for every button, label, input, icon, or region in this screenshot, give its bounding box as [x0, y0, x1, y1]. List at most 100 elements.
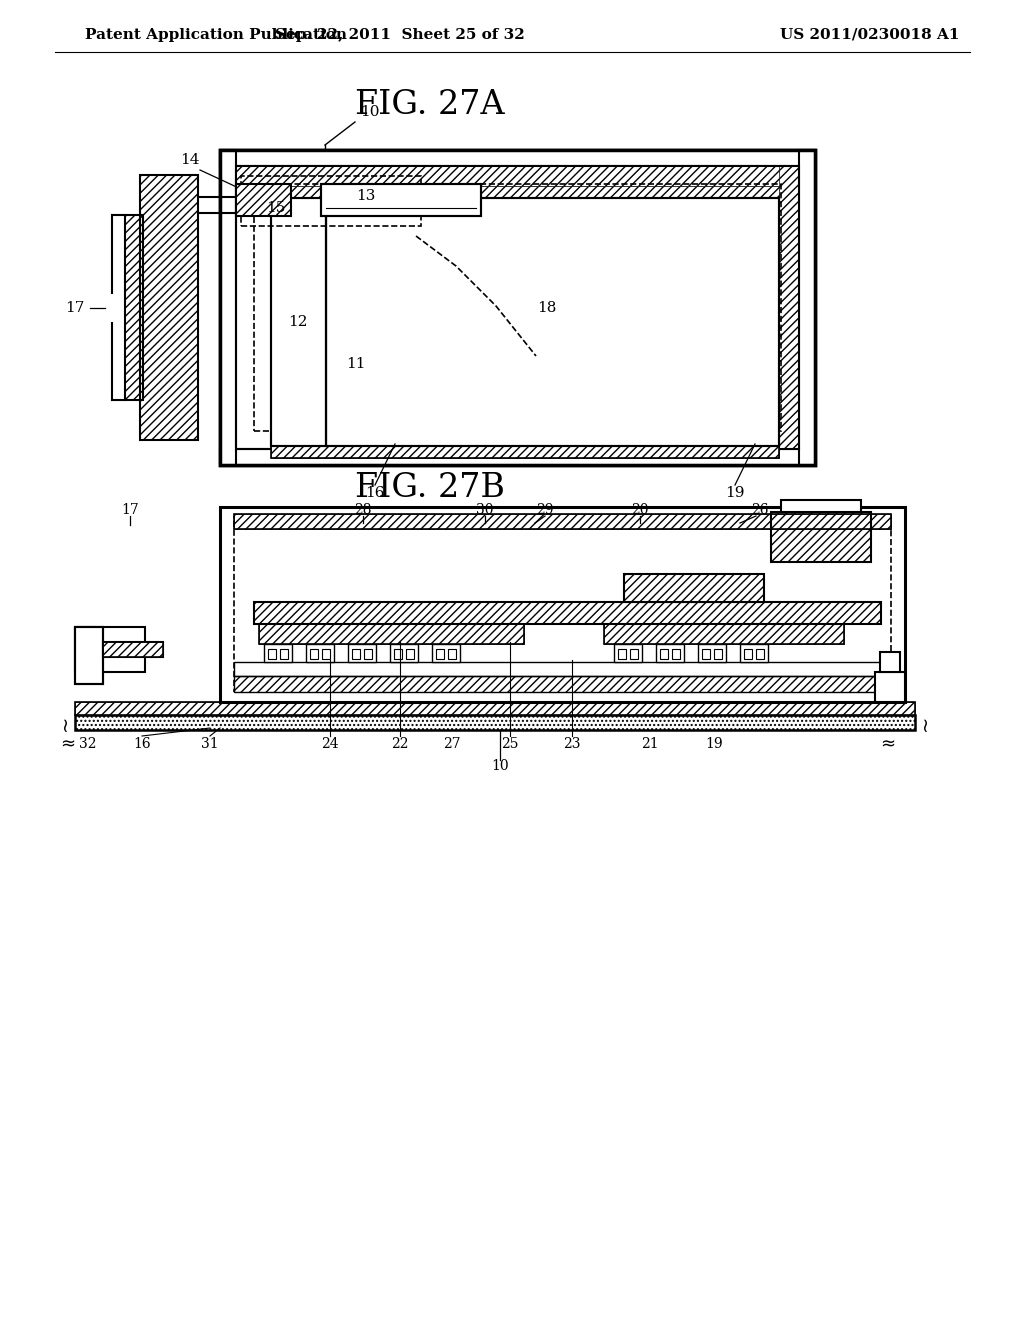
- Bar: [614, 644, 642, 663]
- Bar: [321, 183, 481, 216]
- Bar: [220, 150, 815, 465]
- Bar: [75, 715, 915, 730]
- Bar: [254, 602, 881, 624]
- Text: 32: 32: [79, 737, 96, 751]
- Text: 24: 24: [322, 737, 339, 751]
- Bar: [234, 663, 891, 676]
- Bar: [271, 429, 799, 449]
- Text: 15: 15: [266, 201, 286, 215]
- Text: 19: 19: [725, 486, 744, 500]
- Text: 17: 17: [66, 301, 85, 315]
- Text: ~: ~: [55, 715, 75, 731]
- Text: 22: 22: [391, 737, 409, 751]
- Text: Sep. 22, 2011  Sheet 25 of 32: Sep. 22, 2011 Sheet 25 of 32: [275, 28, 525, 42]
- Bar: [756, 649, 764, 659]
- Bar: [880, 652, 900, 672]
- Bar: [394, 649, 402, 659]
- Text: ~: ~: [915, 715, 935, 731]
- Bar: [406, 649, 414, 659]
- Bar: [140, 176, 198, 440]
- Bar: [449, 649, 456, 659]
- Text: 17: 17: [121, 503, 139, 517]
- Bar: [630, 649, 638, 659]
- Bar: [660, 649, 668, 659]
- Bar: [771, 512, 871, 562]
- Bar: [322, 649, 330, 659]
- Bar: [220, 150, 815, 465]
- Bar: [241, 176, 421, 226]
- Bar: [352, 649, 360, 659]
- Bar: [236, 183, 291, 216]
- Bar: [271, 446, 779, 458]
- Text: 18: 18: [538, 301, 557, 315]
- Bar: [698, 644, 726, 663]
- Bar: [75, 627, 103, 684]
- Text: 29: 29: [537, 503, 554, 517]
- Bar: [348, 644, 376, 663]
- Bar: [618, 649, 626, 659]
- Bar: [220, 449, 815, 465]
- Text: 31: 31: [201, 737, 219, 751]
- Bar: [604, 624, 844, 644]
- Text: Patent Application Publication: Patent Application Publication: [85, 28, 347, 42]
- Bar: [271, 186, 779, 411]
- Text: 20: 20: [631, 503, 649, 517]
- Bar: [432, 644, 460, 663]
- Bar: [140, 176, 198, 440]
- Bar: [280, 649, 288, 659]
- Text: 10: 10: [492, 759, 509, 774]
- Bar: [306, 644, 334, 663]
- Text: ≈: ≈: [60, 735, 76, 752]
- Bar: [604, 624, 844, 644]
- Text: 28: 28: [354, 503, 372, 517]
- Bar: [799, 150, 815, 465]
- Bar: [103, 642, 163, 657]
- Bar: [624, 574, 764, 602]
- Bar: [771, 512, 871, 562]
- Text: 16: 16: [366, 486, 385, 500]
- Bar: [236, 166, 799, 186]
- Bar: [234, 676, 891, 692]
- Text: 14: 14: [180, 153, 200, 168]
- Bar: [264, 644, 292, 663]
- Bar: [234, 513, 891, 529]
- Text: 21: 21: [641, 737, 658, 751]
- Bar: [234, 517, 891, 692]
- Bar: [874, 672, 905, 702]
- Bar: [271, 198, 326, 446]
- Text: 19: 19: [706, 737, 723, 751]
- Bar: [254, 183, 781, 432]
- Bar: [75, 702, 915, 715]
- Bar: [714, 649, 722, 659]
- Bar: [779, 166, 799, 449]
- Bar: [326, 198, 779, 446]
- Text: 25: 25: [502, 737, 519, 751]
- Bar: [271, 198, 326, 446]
- Bar: [259, 624, 524, 644]
- Bar: [326, 198, 779, 446]
- Bar: [436, 649, 444, 659]
- Bar: [271, 446, 779, 458]
- Bar: [254, 602, 881, 624]
- Bar: [740, 644, 768, 663]
- Text: FIG. 27A: FIG. 27A: [355, 88, 505, 121]
- Text: ≈: ≈: [881, 735, 896, 752]
- Bar: [781, 500, 861, 512]
- Text: 11: 11: [346, 356, 366, 371]
- Bar: [259, 624, 524, 644]
- Text: 10: 10: [360, 106, 380, 119]
- Bar: [220, 507, 905, 702]
- Text: US 2011/0230018 A1: US 2011/0230018 A1: [780, 28, 959, 42]
- Bar: [364, 649, 372, 659]
- Text: 13: 13: [356, 189, 376, 203]
- Bar: [125, 215, 143, 400]
- Bar: [236, 166, 799, 449]
- Bar: [75, 627, 103, 684]
- Bar: [125, 215, 143, 400]
- Bar: [75, 715, 915, 730]
- Bar: [702, 649, 710, 659]
- Bar: [390, 644, 418, 663]
- Text: 16: 16: [133, 737, 151, 751]
- Text: 12: 12: [288, 315, 308, 329]
- Bar: [220, 150, 815, 166]
